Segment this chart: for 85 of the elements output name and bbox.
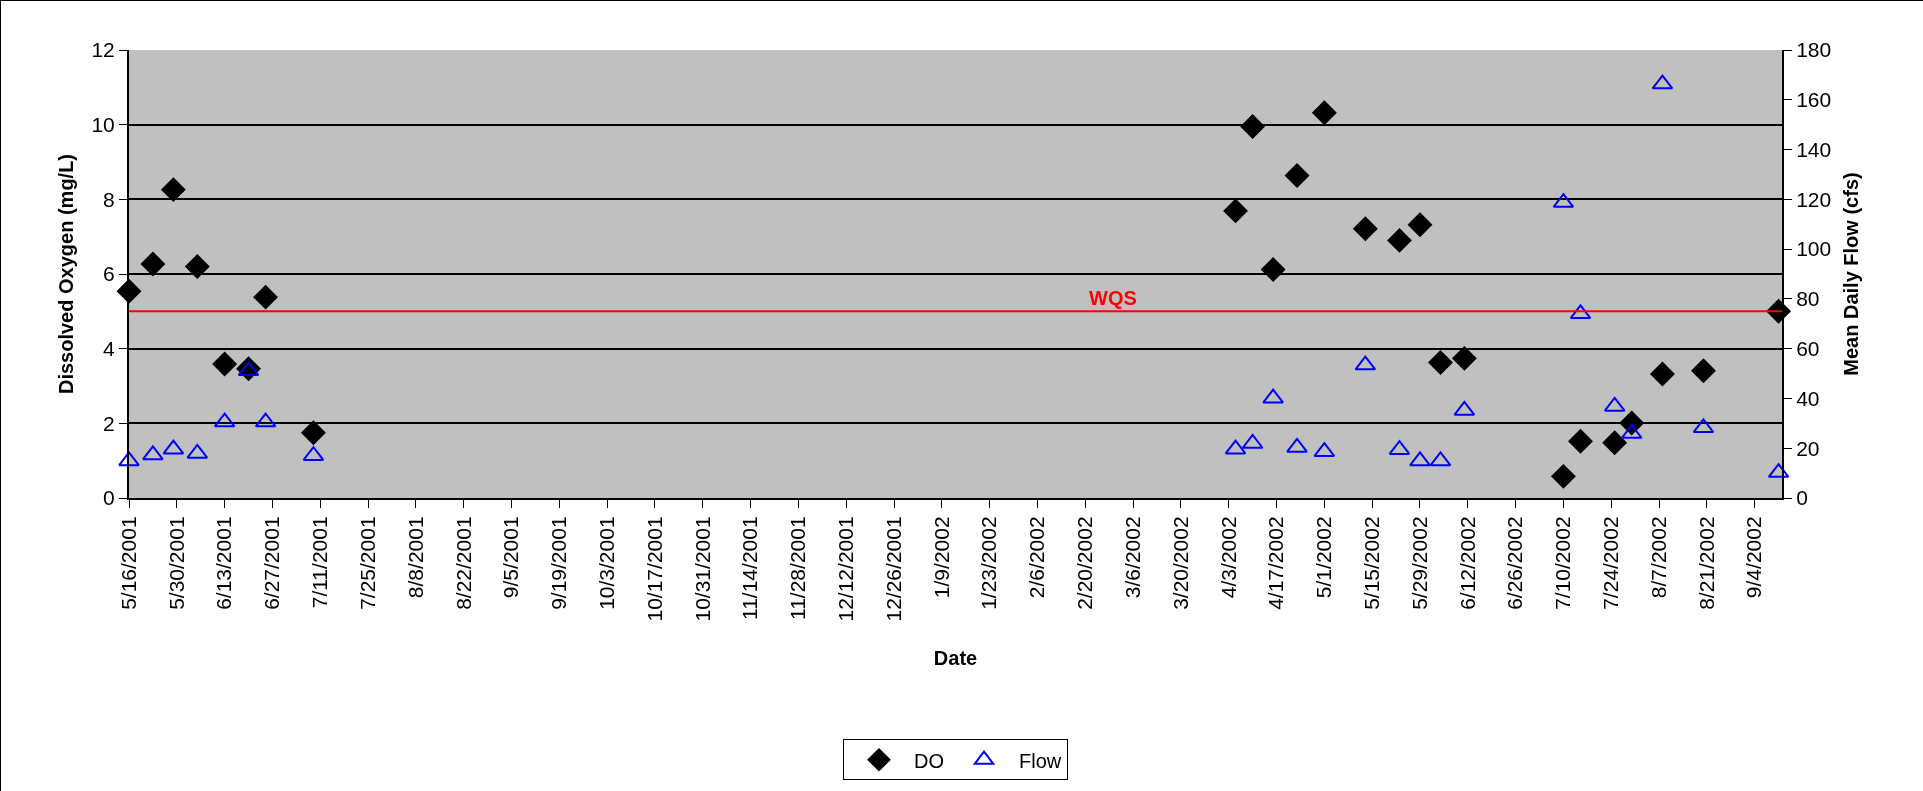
x-tick-label: 9/19/2001	[547, 516, 571, 610]
x-tick-label: 3/20/2002	[1168, 516, 1192, 610]
x-tick-label: 12/26/2001	[881, 516, 905, 622]
point	[1568, 429, 1593, 454]
x-tick-label: 4/17/2002	[1264, 516, 1288, 610]
y-tick-label: 2	[103, 411, 115, 435]
point	[301, 420, 326, 445]
point	[1602, 430, 1627, 455]
x-tick-label: 2/6/2002	[1025, 516, 1049, 599]
x-tick-label: 7/24/2002	[1599, 516, 1623, 610]
x-tick-label: 10/3/2001	[594, 516, 618, 610]
x-tick-label: 1/23/2002	[977, 516, 1001, 610]
point	[1262, 388, 1284, 404]
point	[161, 177, 186, 202]
x-tick-label: 1/9/2002	[929, 516, 953, 599]
ref-line-label: WQS	[1089, 287, 1137, 309]
x-tick-label: 9/5/2001	[499, 516, 523, 599]
x-tick-label: 7/25/2001	[355, 516, 379, 610]
x-tick-label: 7/10/2002	[1551, 516, 1575, 610]
x-tick-label: 9/4/2002	[1742, 516, 1766, 599]
y2-tick-label: 80	[1796, 287, 1820, 311]
point	[118, 451, 140, 467]
x-tick-label: 3/6/2002	[1120, 516, 1144, 599]
point	[140, 251, 165, 276]
x-tick-label: 6/27/2001	[260, 516, 284, 610]
point	[212, 351, 237, 377]
point	[1428, 350, 1453, 375]
point	[142, 445, 164, 461]
point	[1286, 437, 1308, 453]
legend-label: Flow	[1019, 749, 1062, 772]
x-tick-label: 11/28/2001	[786, 516, 810, 620]
x-tick-label: 11/14/2001	[738, 516, 762, 620]
x-tick-label: 12/12/2001	[834, 516, 858, 622]
x-tick-label: 5/29/2002	[1407, 516, 1431, 610]
x-tick-label: 4/3/2002	[1216, 516, 1240, 599]
x-tick-label: 5/1/2002	[1312, 516, 1336, 599]
point	[1551, 464, 1576, 489]
y2-tick-label: 40	[1796, 386, 1820, 410]
point	[1261, 257, 1286, 282]
x-tick-label: 5/15/2002	[1359, 516, 1383, 610]
legend-label: DO	[914, 749, 944, 772]
y2-tick-label: 60	[1796, 337, 1820, 361]
point	[1409, 451, 1431, 467]
x-tick-label: 6/13/2001	[212, 516, 236, 610]
x-tick-label: 8/22/2001	[451, 516, 475, 610]
y-axis-title: Dissolved Oxygen (mg/L)	[55, 153, 78, 395]
y2-axis-title: Mean Daily Flow (cfs)	[1840, 172, 1863, 376]
y2-tick-label: 0	[1796, 486, 1808, 510]
y-tick-label: 4	[103, 337, 116, 361]
x-tick-label: 8/7/2002	[1646, 516, 1670, 599]
y2-tick-label: 160	[1796, 88, 1832, 112]
y-tick-label: 8	[103, 187, 115, 211]
x-tick-label: 6/12/2002	[1455, 516, 1479, 610]
x-tick-label: 5/30/2001	[164, 516, 188, 610]
point	[1407, 212, 1433, 237]
y-tick-label: 12	[91, 38, 115, 62]
y2-tick-label: 20	[1796, 436, 1820, 460]
x-tick-label: 2/20/2002	[1073, 516, 1097, 610]
y2-tick-label: 180	[1796, 38, 1832, 62]
x-tick-label: 8/8/2001	[403, 516, 427, 599]
point	[1691, 358, 1716, 383]
x-axis-title: Date	[933, 646, 978, 669]
point	[1312, 100, 1337, 125]
point	[1619, 410, 1644, 436]
y-tick-label: 6	[103, 262, 115, 286]
x-tick-label: 6/26/2002	[1503, 516, 1527, 610]
y-tick-label: 0	[103, 486, 115, 510]
point	[1284, 163, 1310, 188]
x-tick-label: 10/31/2001	[690, 516, 714, 622]
x-tick-label: 8/21/2002	[1694, 516, 1718, 610]
point	[1223, 198, 1248, 223]
y2-tick-label: 100	[1796, 237, 1832, 261]
point	[1240, 114, 1265, 139]
point	[185, 254, 210, 279]
x-tick-label: 7/11/2001	[308, 516, 332, 609]
y2-tick-label: 120	[1796, 187, 1832, 211]
point	[1387, 228, 1412, 253]
point	[253, 285, 278, 310]
point	[1452, 346, 1477, 371]
x-tick-label: 10/17/2001	[642, 516, 666, 622]
point	[1650, 362, 1675, 387]
y-tick-label: 10	[91, 113, 115, 137]
x-tick-label: 5/16/2001	[116, 516, 140, 610]
y2-tick-label: 140	[1796, 137, 1832, 161]
point	[1353, 216, 1378, 241]
